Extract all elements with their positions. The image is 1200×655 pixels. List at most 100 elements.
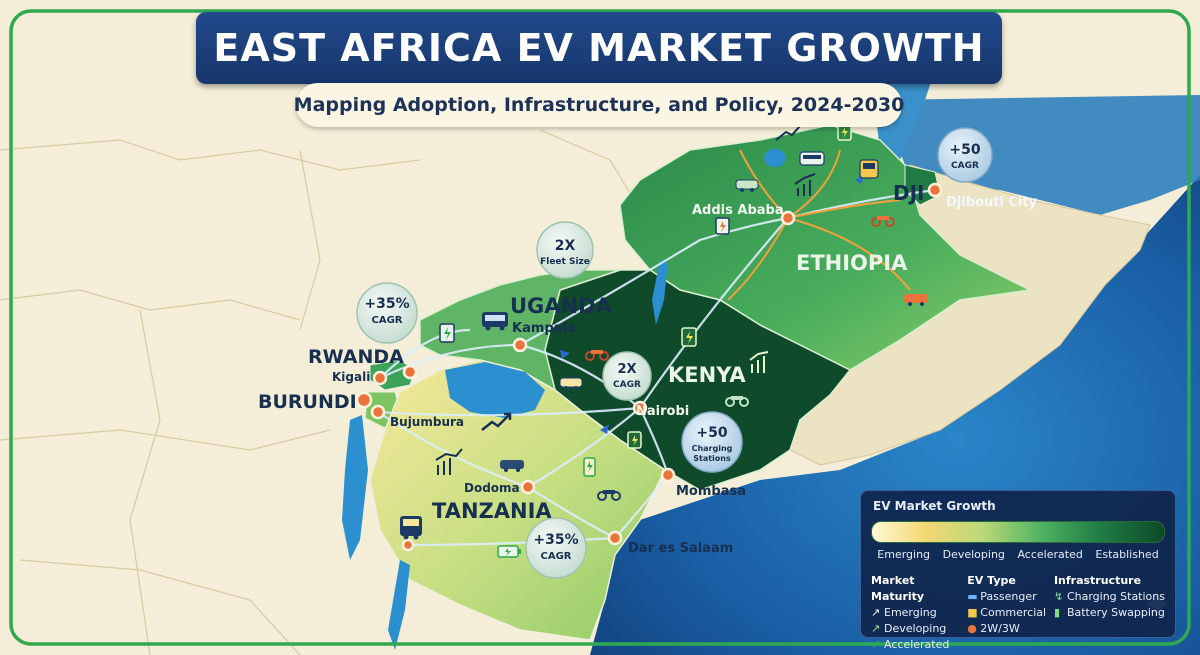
legend-maturity-emerging: ↗ Emerging bbox=[871, 605, 967, 621]
growth-chart-icon bbox=[749, 351, 769, 373]
legend-ev-passenger-label: Passenger bbox=[980, 590, 1037, 603]
bujumbura-marker bbox=[370, 404, 386, 420]
city-label-dar-es-salaam: Dar es Salaam bbox=[628, 541, 733, 556]
car-icon bbox=[904, 294, 928, 306]
motorcycle-icon bbox=[597, 490, 621, 501]
legend-maturity-emerging-label: Emerging bbox=[884, 606, 937, 619]
legend-ev-2w3w-label: 2W/3W bbox=[980, 622, 1020, 635]
mbeya-marker bbox=[401, 538, 415, 552]
legend-columns: Market Maturity ↗ Emerging ↗ Developing ↗ A… bbox=[871, 573, 1165, 653]
motorcycle-icon bbox=[725, 396, 749, 407]
trend-arrow-icon: ↗ bbox=[871, 622, 881, 635]
trend-arrow-icon bbox=[481, 412, 512, 431]
kigali-marker bbox=[372, 370, 388, 386]
legend-infra-battery: ▮ Battery Swapping bbox=[1054, 605, 1165, 621]
badge-uganda-label: Fleet Size bbox=[540, 257, 590, 267]
charging-station-icon bbox=[439, 323, 455, 343]
badge-tanzania-value: +35% bbox=[533, 532, 578, 548]
legend-infra-charging-label: Charging Stations bbox=[1066, 590, 1165, 603]
legend-scale-emerging: Emerging bbox=[877, 548, 931, 561]
legend-ev-passenger: ▬ Passenger bbox=[967, 589, 1054, 605]
addis-ababa-marker bbox=[780, 210, 796, 226]
badge-rwanda-value: +35% bbox=[364, 296, 409, 312]
badge-uganda: 2X Fleet Size bbox=[536, 221, 594, 279]
city-label-dodoma: Dodoma bbox=[464, 481, 520, 495]
map-frame bbox=[9, 9, 1191, 646]
legend-scale-accelerated: Accelerated bbox=[1017, 548, 1083, 561]
country-label-tanzania: TANZANIA bbox=[432, 499, 552, 523]
page-title: EAST AFRICA EV MARKET GROWTH bbox=[213, 26, 985, 70]
badge-djibouti: +50 CAGR bbox=[937, 127, 993, 183]
city-label-bujumbura: Bujumbura bbox=[390, 415, 464, 429]
bus-icon bbox=[482, 312, 508, 331]
country-label-rwanda: RWANDA bbox=[308, 346, 404, 368]
battery-icon bbox=[583, 457, 596, 477]
trend-arrow-icon: ↗ bbox=[871, 638, 881, 651]
legend-maturity-accelerated: ↗ Accelerated bbox=[871, 637, 967, 653]
legend-ev-commercial: ■ Commercial bbox=[967, 605, 1054, 621]
dodoma-marker bbox=[520, 479, 536, 495]
city-markers bbox=[355, 182, 943, 552]
city-label-kampala: Kampala bbox=[512, 321, 576, 336]
charging-station-icon bbox=[715, 217, 730, 235]
badge-djibouti-label: CAGR bbox=[951, 161, 979, 171]
car-icon bbox=[735, 179, 759, 192]
legend-infra-charging: ↯ Charging Stations bbox=[1054, 589, 1165, 605]
badge-rwanda-label: CAGR bbox=[372, 315, 403, 326]
bus-icon bbox=[400, 516, 422, 540]
country-label-uganda: UGANDA bbox=[510, 294, 613, 318]
tanzania-region bbox=[369, 359, 666, 641]
lake-malawi bbox=[388, 560, 410, 650]
motorcycle-icon bbox=[585, 350, 609, 361]
badge-kenya-charging-label: Charging Stations bbox=[692, 444, 733, 463]
legend-ev-commercial-label: Commercial bbox=[980, 606, 1047, 619]
charging-station-icon bbox=[681, 327, 697, 347]
growth-chart-icon bbox=[794, 173, 816, 196]
country-label-ethiopia: ETHIOPIA bbox=[796, 251, 908, 275]
legend-title: EV Market Growth bbox=[873, 499, 996, 513]
growth-arrows bbox=[727, 149, 911, 301]
battery-icon bbox=[497, 545, 521, 558]
badge-uganda-value: 2X bbox=[555, 238, 576, 254]
city-label-mombasa: Mombasa bbox=[676, 484, 746, 499]
dar-es-salaam-marker bbox=[607, 530, 623, 546]
badge-djibouti-value: +50 bbox=[949, 142, 980, 158]
city-label-addis-ababa: Addis Ababa bbox=[692, 203, 784, 218]
legend-maturity-developing-label: Developing bbox=[884, 622, 947, 635]
legend-col-ev-type: EV Type ▬ Passenger ■ Commercial ● 2W/3W bbox=[967, 573, 1054, 653]
legend-infrastructure-heading: Infrastructure bbox=[1053, 574, 1142, 587]
country-label-kenya: KENYA bbox=[668, 363, 746, 387]
legend-maturity-developing: ↗ Developing bbox=[871, 621, 967, 637]
legend-maturity-heading: Market Maturity bbox=[871, 574, 925, 603]
legend-gradient-bar bbox=[871, 521, 1165, 543]
bus-icon bbox=[859, 159, 879, 179]
legend-scale-labels: Emerging Developing Accelerated Establis… bbox=[871, 548, 1165, 561]
car-icon bbox=[500, 460, 524, 472]
bus-icon: ■ bbox=[967, 606, 978, 619]
legend-ev-2w3w: ● 2W/3W bbox=[967, 621, 1054, 637]
country-label-burundi: BURUNDI bbox=[258, 391, 357, 413]
legend-col-infrastructure: Infrastructure ↯ Charging Stations ▮ Batte… bbox=[1054, 573, 1165, 653]
mombasa-marker bbox=[660, 467, 676, 483]
car-icon bbox=[559, 377, 583, 390]
city-label-nairobi: Nairobi bbox=[636, 404, 689, 419]
kigali-east-marker bbox=[402, 364, 418, 380]
city-label-kigali: Kigali bbox=[332, 370, 370, 384]
page-subtitle: Mapping Adoption, Infrastructure, and Po… bbox=[293, 94, 905, 116]
legend-maturity-accelerated-label: Accelerated bbox=[884, 638, 950, 651]
badge-rwanda: +35% CAGR bbox=[356, 282, 418, 344]
badge-tanzania: +35% CAGR bbox=[525, 517, 587, 579]
uganda-region bbox=[419, 269, 621, 392]
lake-turkana bbox=[652, 260, 668, 325]
city-label-djibouti-city: Djibouti City bbox=[946, 195, 1038, 210]
lake-victoria bbox=[445, 362, 545, 418]
legend-scale-established: Established bbox=[1095, 548, 1159, 561]
subtitle-banner: Mapping Adoption, Infrastructure, and Po… bbox=[293, 83, 905, 127]
neighbour-borders bbox=[0, 129, 641, 655]
car-icon: ▬ bbox=[967, 590, 978, 603]
battery-icon: ▮ bbox=[1053, 606, 1060, 619]
kampala-marker bbox=[512, 337, 528, 353]
legend: EV Market Growth Emerging Developing Acc… bbox=[860, 490, 1176, 651]
